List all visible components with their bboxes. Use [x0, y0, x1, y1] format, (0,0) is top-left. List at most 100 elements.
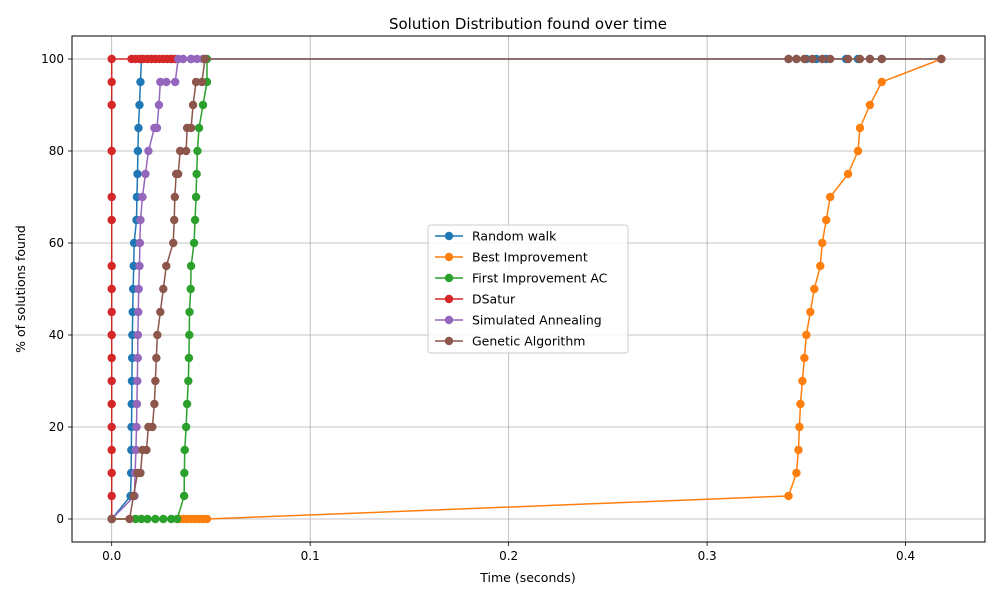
data-point-dsatur [107, 261, 116, 271]
series-layer [107, 54, 946, 524]
data-point-dsatur [107, 192, 116, 202]
data-point-simulated-annealing [135, 238, 145, 248]
data-point-genetic-algorithm [937, 54, 946, 64]
legend-item-genetic-algorithm: Genetic Algorithm [435, 334, 585, 349]
x-tick-label: 0.1 [301, 549, 320, 563]
data-point-first-improvement-ac [193, 146, 202, 156]
data-point-simulated-annealing [144, 146, 153, 156]
data-point-genetic-algorithm [792, 54, 801, 64]
data-point-best-improvement [843, 169, 853, 179]
data-point-best-improvement [798, 376, 807, 386]
data-point-simulated-annealing [138, 192, 147, 202]
legend-label: Simulated Annealing [472, 313, 602, 328]
legend-marker [444, 315, 454, 325]
legend-marker [444, 273, 454, 283]
data-point-first-improvement-ac [190, 215, 200, 225]
x-tick-label: 0.4 [896, 549, 915, 563]
data-point-genetic-algorithm [818, 54, 827, 64]
data-point-best-improvement [855, 123, 865, 133]
y-tick-label: 0 [56, 512, 64, 526]
data-point-dsatur [107, 307, 116, 317]
data-point-simulated-annealing [133, 376, 142, 386]
data-point-best-improvement [825, 192, 835, 202]
data-point-genetic-algorithm [877, 54, 886, 64]
data-point-genetic-algorithm [170, 215, 179, 225]
data-point-best-improvement [806, 307, 815, 317]
data-point-genetic-algorithm [175, 146, 185, 156]
data-point-random-walk [133, 146, 143, 156]
data-point-genetic-algorithm [855, 54, 865, 64]
data-point-genetic-algorithm [170, 192, 180, 202]
data-point-first-improvement-ac [167, 514, 176, 524]
data-point-random-walk [133, 169, 142, 179]
data-point-best-improvement [822, 215, 831, 225]
data-point-simulated-annealing [133, 353, 142, 363]
data-point-first-improvement-ac [186, 261, 196, 271]
data-point-first-improvement-ac [137, 514, 146, 524]
data-point-simulated-annealing [134, 307, 143, 317]
legend-item-dsatur: DSatur [435, 292, 516, 307]
y-axis-label: % of solutions found [13, 225, 28, 353]
legend-label: First Improvement AC [472, 271, 608, 286]
data-point-first-improvement-ac [191, 192, 201, 202]
data-point-genetic-algorithm [152, 353, 161, 363]
data-point-genetic-algorithm [162, 261, 171, 271]
legend-item-simulated-annealing: Simulated Annealing [435, 313, 602, 328]
legend-label: Random walk [472, 229, 557, 244]
data-point-first-improvement-ac [179, 491, 189, 501]
series-genetic-algorithm [107, 54, 946, 524]
data-point-random-walk [134, 123, 143, 133]
x-tick-label: 0.3 [698, 549, 717, 563]
data-point-first-improvement-ac [198, 100, 208, 110]
data-point-first-improvement-ac [184, 353, 194, 363]
legend-marker [444, 252, 454, 262]
data-point-first-improvement-ac [151, 514, 160, 524]
data-point-genetic-algorithm [865, 54, 875, 64]
legend-item-first-improvement-ac: First Improvement AC [435, 271, 608, 286]
data-point-first-improvement-ac [189, 238, 199, 248]
data-point-dsatur [107, 376, 116, 386]
legend-label: DSatur [472, 292, 516, 307]
legend-label: Genetic Algorithm [472, 334, 585, 349]
data-point-genetic-algorithm [188, 100, 198, 110]
data-point-best-improvement [800, 353, 809, 363]
data-point-best-improvement [802, 330, 811, 340]
data-point-first-improvement-ac [159, 514, 168, 524]
data-point-simulated-annealing [154, 100, 164, 110]
data-point-best-improvement [818, 238, 827, 248]
data-point-best-improvement [795, 422, 804, 432]
data-point-first-improvement-ac [131, 514, 140, 524]
data-point-first-improvement-ac [180, 445, 189, 455]
data-point-dsatur [107, 399, 116, 409]
data-point-best-improvement [877, 77, 886, 87]
data-point-best-improvement [202, 514, 212, 524]
data-point-dsatur [107, 215, 116, 225]
data-point-best-improvement [810, 284, 819, 294]
data-point-genetic-algorithm [808, 54, 817, 64]
data-point-first-improvement-ac [185, 307, 194, 317]
chart-title: Solution Distribution found over time [389, 15, 667, 33]
data-point-first-improvement-ac [184, 376, 193, 386]
data-point-first-improvement-ac [185, 330, 194, 340]
series-dsatur [107, 54, 180, 524]
plot-frame [71, 35, 986, 543]
y-tick-label: 20 [49, 420, 64, 434]
data-point-genetic-algorithm [151, 376, 160, 386]
data-point-dsatur [107, 284, 116, 294]
data-point-best-improvement [794, 445, 803, 455]
data-point-genetic-algorithm [181, 146, 191, 156]
data-point-simulated-annealing [171, 77, 180, 87]
data-point-first-improvement-ac [194, 123, 204, 133]
data-point-simulated-annealing [156, 77, 165, 87]
legend-marker [444, 231, 454, 241]
data-point-genetic-algorithm [148, 422, 157, 432]
data-point-genetic-algorithm [156, 307, 165, 317]
data-point-dsatur [107, 353, 116, 363]
y-tick-label: 40 [49, 328, 64, 342]
data-point-simulated-annealing [192, 54, 202, 64]
data-point-random-walk [136, 77, 145, 87]
data-point-genetic-algorithm [173, 169, 183, 179]
data-point-dsatur [107, 422, 116, 432]
data-point-best-improvement [784, 491, 793, 501]
